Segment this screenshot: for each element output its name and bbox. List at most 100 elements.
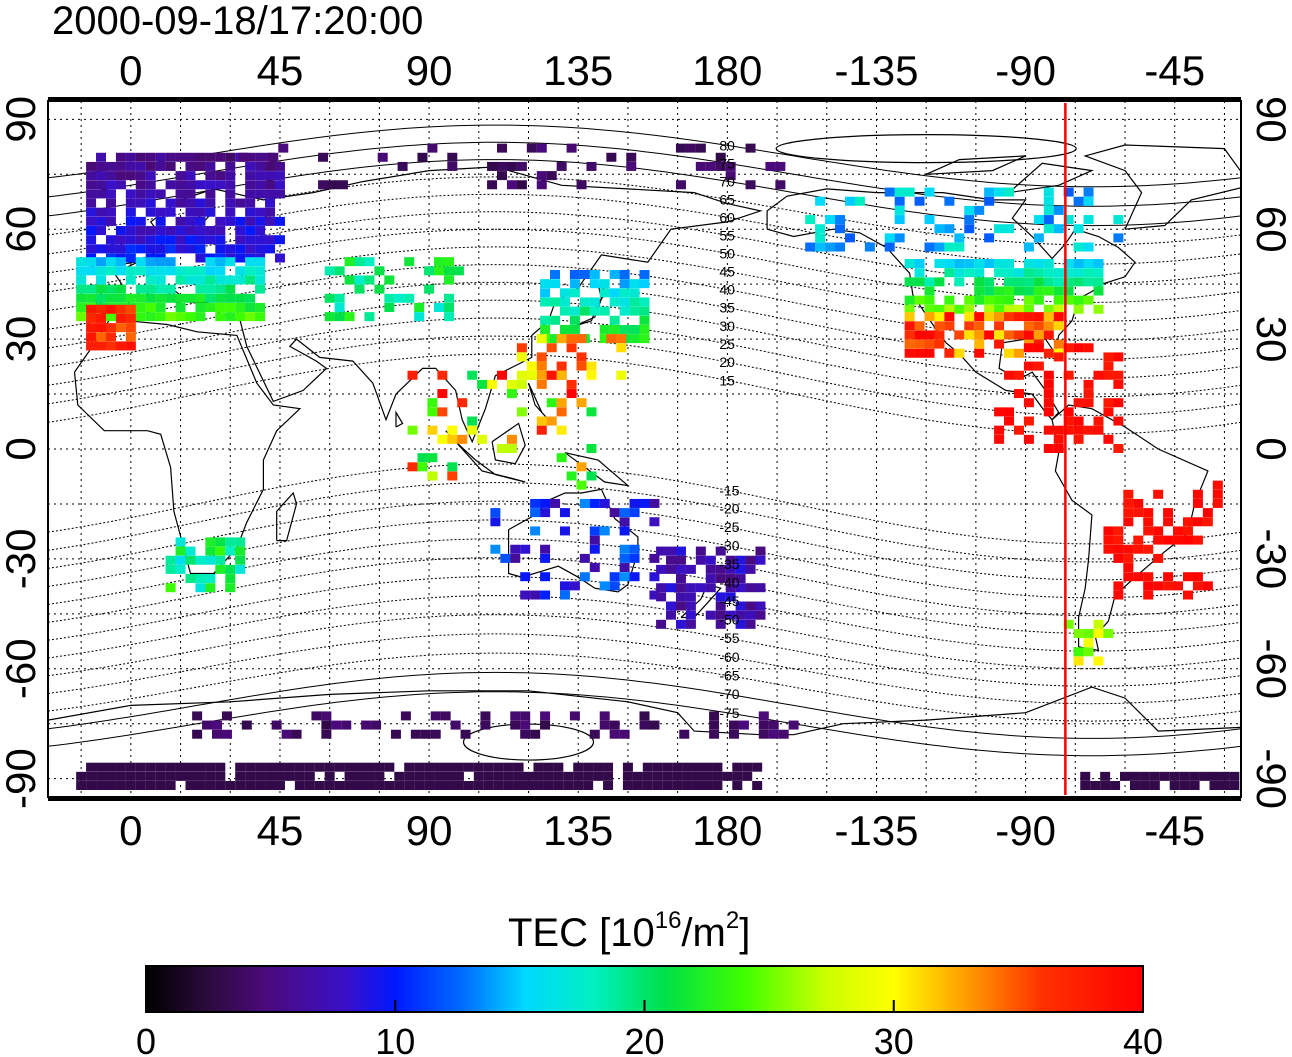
tec-cell	[145, 180, 156, 190]
tec-cell	[105, 304, 116, 314]
tec-cell	[1004, 286, 1015, 296]
tec-cell	[155, 207, 166, 217]
tec-cell	[497, 444, 508, 453]
tec-cell	[205, 762, 216, 772]
tec-cell	[205, 266, 216, 276]
tec-cell	[374, 771, 385, 781]
tec-cell	[165, 771, 176, 781]
tec-cell	[735, 619, 746, 629]
tec-cell	[884, 233, 895, 243]
tec-cell	[284, 762, 295, 772]
longitude-ticks-top: 0 45 90 135 180 -135 -90 -45	[119, 47, 1205, 94]
tec-cell	[540, 590, 551, 600]
tec-cell	[1053, 425, 1064, 435]
tec-cell	[944, 196, 955, 206]
tec-cell	[225, 583, 236, 593]
tec-cell	[245, 235, 256, 245]
tec-cell	[417, 453, 428, 463]
tec-cell	[619, 572, 630, 582]
tec-cell	[185, 275, 196, 285]
tec-cell	[728, 720, 739, 730]
tec-cell	[225, 574, 236, 584]
tec-cell	[556, 425, 567, 435]
tec-cell	[86, 762, 97, 772]
tec-cell	[1182, 535, 1193, 545]
tec-cell	[215, 781, 226, 791]
tec-cell	[96, 226, 107, 236]
lat-tick-label-left: 30	[0, 316, 44, 363]
lat-tick-label-right: -60	[1248, 638, 1292, 699]
tec-cell	[672, 781, 683, 791]
tec-cell	[593, 762, 604, 772]
tec-cell	[404, 762, 415, 772]
tec-cell	[1229, 781, 1240, 791]
tec-cell	[135, 189, 146, 199]
tec-cell	[543, 762, 554, 772]
tec-cell	[685, 592, 696, 602]
tec-cell	[1123, 489, 1134, 499]
coastline	[445, 430, 526, 483]
tec-cell	[755, 546, 766, 556]
tec-cell	[294, 781, 305, 791]
tec-cell	[1103, 398, 1114, 408]
tec-cell	[215, 537, 226, 547]
coastline	[491, 422, 526, 465]
tec-cell	[384, 293, 395, 303]
tec-cell	[559, 297, 570, 307]
tec-cell	[666, 555, 677, 565]
tec-cell	[215, 152, 226, 162]
tec-cell	[165, 226, 176, 236]
tec-cell	[735, 601, 746, 611]
tec-cell	[675, 546, 686, 556]
tec-cell	[145, 312, 156, 322]
tec-cell	[145, 235, 156, 245]
tec-cell	[205, 574, 216, 584]
frame-bar-bottom	[48, 796, 1241, 801]
tec-cell	[1073, 425, 1084, 435]
tec-cell	[1063, 619, 1074, 629]
tec-cell	[205, 555, 216, 565]
tec-cell	[175, 555, 186, 565]
tec-cell	[695, 583, 706, 593]
tec-cell	[225, 180, 236, 190]
tec-cell	[934, 321, 945, 331]
tec-cell	[195, 771, 206, 781]
tec-cell	[361, 720, 372, 730]
tec-cell	[477, 379, 488, 389]
tec-cell	[274, 771, 285, 781]
tec-cell	[543, 781, 554, 791]
tec-cell	[221, 711, 232, 721]
tec-cell	[96, 275, 107, 285]
tec-cell	[374, 781, 385, 791]
tec-cell	[556, 334, 567, 344]
tec-cell	[758, 711, 769, 721]
tec-cell	[96, 244, 107, 254]
tec-cell	[589, 279, 600, 289]
tec-cell	[974, 277, 985, 287]
tec-cell	[105, 207, 116, 217]
tec-cell	[606, 334, 617, 344]
tec-cell	[629, 297, 640, 307]
tec-cell	[1023, 277, 1034, 287]
tec-cell	[145, 152, 156, 162]
tec-cell	[629, 288, 640, 298]
tec-cell	[294, 771, 305, 781]
tec-cell	[274, 216, 285, 226]
lat-tick-label-right: 90	[1248, 96, 1292, 143]
tec-cell	[493, 762, 504, 772]
lon-tick-label-top: -90	[995, 47, 1056, 94]
tec-cell	[904, 312, 915, 322]
tec-cell	[255, 275, 266, 285]
tec-cell	[96, 152, 107, 162]
tec-cell	[520, 544, 531, 554]
tec-cell	[344, 762, 355, 772]
tec-cell	[96, 304, 107, 314]
tec-cell	[155, 257, 166, 267]
tec-cell	[404, 293, 415, 303]
tec-cell	[1153, 526, 1164, 536]
tec-cell	[619, 297, 630, 307]
tec-cell	[318, 180, 329, 190]
mlat-contour-label: -60	[719, 649, 739, 665]
tec-cell	[76, 284, 87, 294]
tec-cell	[540, 572, 551, 582]
